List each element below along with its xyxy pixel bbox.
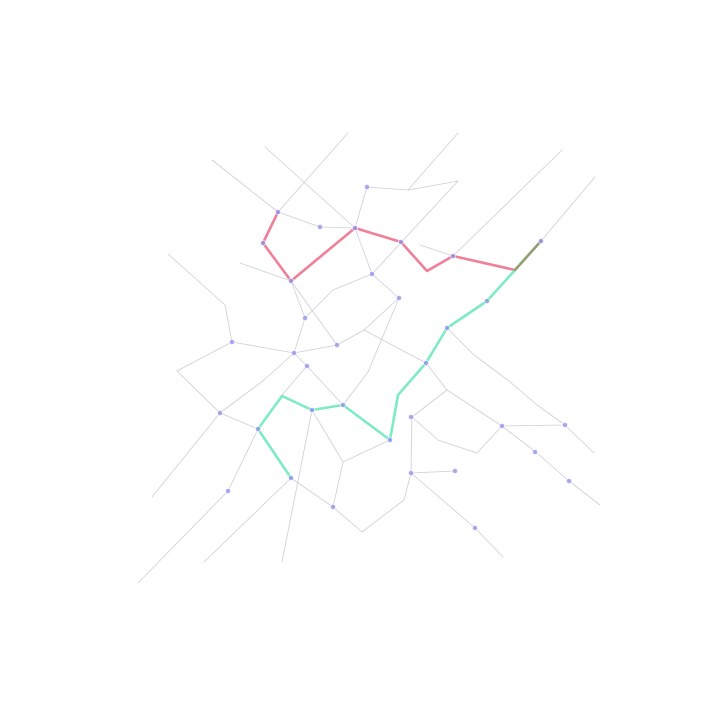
map-node[interactable] bbox=[369, 271, 375, 277]
road-segment bbox=[311, 409, 344, 463]
road-segment bbox=[219, 412, 259, 430]
road-segment bbox=[304, 273, 373, 319]
map-node[interactable] bbox=[260, 240, 266, 246]
road-segment bbox=[564, 424, 595, 454]
map-node[interactable] bbox=[288, 278, 294, 284]
map-node[interactable] bbox=[255, 426, 261, 432]
map-node[interactable] bbox=[340, 402, 346, 408]
map-node[interactable] bbox=[538, 238, 544, 244]
map-node[interactable] bbox=[484, 298, 490, 304]
map-node[interactable] bbox=[334, 342, 340, 348]
road-segment bbox=[342, 297, 400, 406]
road-segment bbox=[540, 176, 596, 242]
map-node[interactable] bbox=[229, 339, 235, 345]
road-segment bbox=[501, 424, 566, 427]
road-segment bbox=[290, 280, 338, 346]
road-segment bbox=[332, 439, 412, 533]
road-segment bbox=[410, 416, 413, 474]
road-segment bbox=[290, 477, 334, 508]
map-node[interactable] bbox=[275, 209, 281, 215]
road-segment bbox=[419, 244, 454, 257]
route-overlap bbox=[513, 239, 543, 272]
map-node[interactable] bbox=[408, 470, 414, 476]
road-segment bbox=[452, 149, 563, 257]
map-node[interactable] bbox=[562, 422, 568, 428]
road-segment bbox=[410, 470, 456, 474]
map-node[interactable] bbox=[396, 295, 402, 301]
map-node[interactable] bbox=[309, 407, 315, 413]
map-node[interactable] bbox=[452, 468, 458, 474]
road-segment bbox=[293, 344, 338, 354]
road-segment bbox=[411, 389, 448, 418]
road-segment bbox=[501, 425, 601, 506]
map-node[interactable] bbox=[423, 360, 429, 366]
road-segment bbox=[277, 132, 349, 213]
road-segment bbox=[446, 327, 566, 426]
road-segment bbox=[264, 146, 356, 229]
map-node[interactable] bbox=[217, 410, 223, 416]
road-segment bbox=[176, 341, 233, 414]
map-node[interactable] bbox=[352, 225, 358, 231]
map-node[interactable] bbox=[450, 253, 456, 259]
map-node[interactable] bbox=[499, 423, 505, 429]
road-segment bbox=[411, 416, 503, 454]
map-node[interactable] bbox=[302, 315, 308, 321]
road-segment bbox=[281, 409, 313, 563]
route-red bbox=[261, 210, 517, 283]
road-segment bbox=[219, 352, 295, 414]
map-node[interactable] bbox=[387, 437, 393, 443]
road-segment bbox=[203, 477, 292, 563]
map-node[interactable] bbox=[330, 504, 336, 510]
road-segment bbox=[371, 273, 400, 299]
road-segment bbox=[407, 132, 459, 191]
node-layer bbox=[217, 184, 572, 531]
map-node[interactable] bbox=[291, 350, 297, 356]
map-node[interactable] bbox=[304, 363, 310, 369]
map-node[interactable] bbox=[398, 239, 404, 245]
map-node[interactable] bbox=[408, 414, 414, 420]
map-node[interactable] bbox=[444, 325, 450, 331]
road-segment bbox=[281, 365, 308, 396]
map-node[interactable] bbox=[317, 224, 323, 230]
map-node[interactable] bbox=[472, 525, 478, 531]
map-node[interactable] bbox=[225, 488, 231, 494]
map-node[interactable] bbox=[566, 478, 572, 484]
map-node[interactable] bbox=[532, 449, 538, 455]
road-segment bbox=[151, 412, 221, 498]
map-node[interactable] bbox=[288, 475, 294, 481]
map-node[interactable] bbox=[364, 184, 370, 190]
road-segment bbox=[239, 262, 292, 282]
road-segment bbox=[231, 280, 306, 354]
road-segment bbox=[363, 329, 427, 364]
road-segment bbox=[371, 180, 459, 275]
road-segment bbox=[167, 253, 233, 343]
